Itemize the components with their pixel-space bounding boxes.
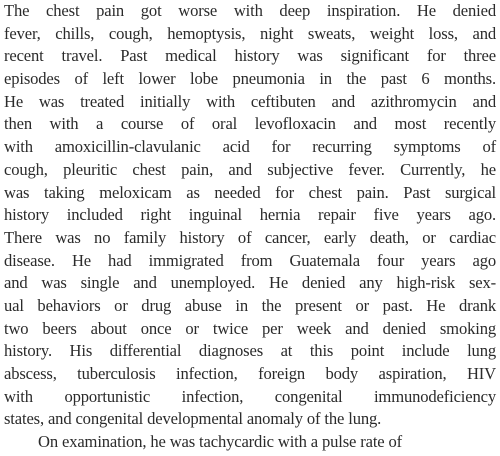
text-line: then with a course of oral levofloxacin … [4,114,496,134]
text-line: He was treated initially with ceftibuten… [4,91,496,111]
text-line: with opportunistic infection, congenital… [4,386,496,406]
text-line: There was no family history of cancer, e… [4,227,496,247]
text-line: with amoxicillin-clavulanic acid for rec… [4,137,496,157]
text-line: episodes of left lower lobe pneumonia in… [4,69,496,89]
text-line: was taking meloxicam as needed for chest… [4,182,496,202]
text-line: two beers about once or twice per week a… [4,318,496,338]
text-line: fever, chills, cough, hemoptysis, night … [4,23,496,43]
text-line: states, and congenital developmental ano… [4,409,382,429]
text-line: history included right inguinal hernia r… [4,205,496,225]
text-line: abscess, tuberculosis infection, foreign… [4,364,496,383]
text-line: disease. He had immigrated from Guatemal… [4,250,496,270]
text-line: recent travel. Past medical history was … [4,46,496,66]
body-paragraph: The chest pain got worse with deep inspi… [4,0,496,454]
text-line: history. His differential diagnoses at t… [4,341,496,361]
text-line: ual behaviors or drug abuse in the prese… [4,295,496,315]
text-line: The chest pain got worse with deep inspi… [4,1,496,20]
text-line: cough, pleuritic chest pain, and subject… [4,159,496,179]
text-line: and was single and unemployed. He denied… [4,273,496,293]
text-line-partial: On examination, he was tachycardic with … [38,432,403,452]
